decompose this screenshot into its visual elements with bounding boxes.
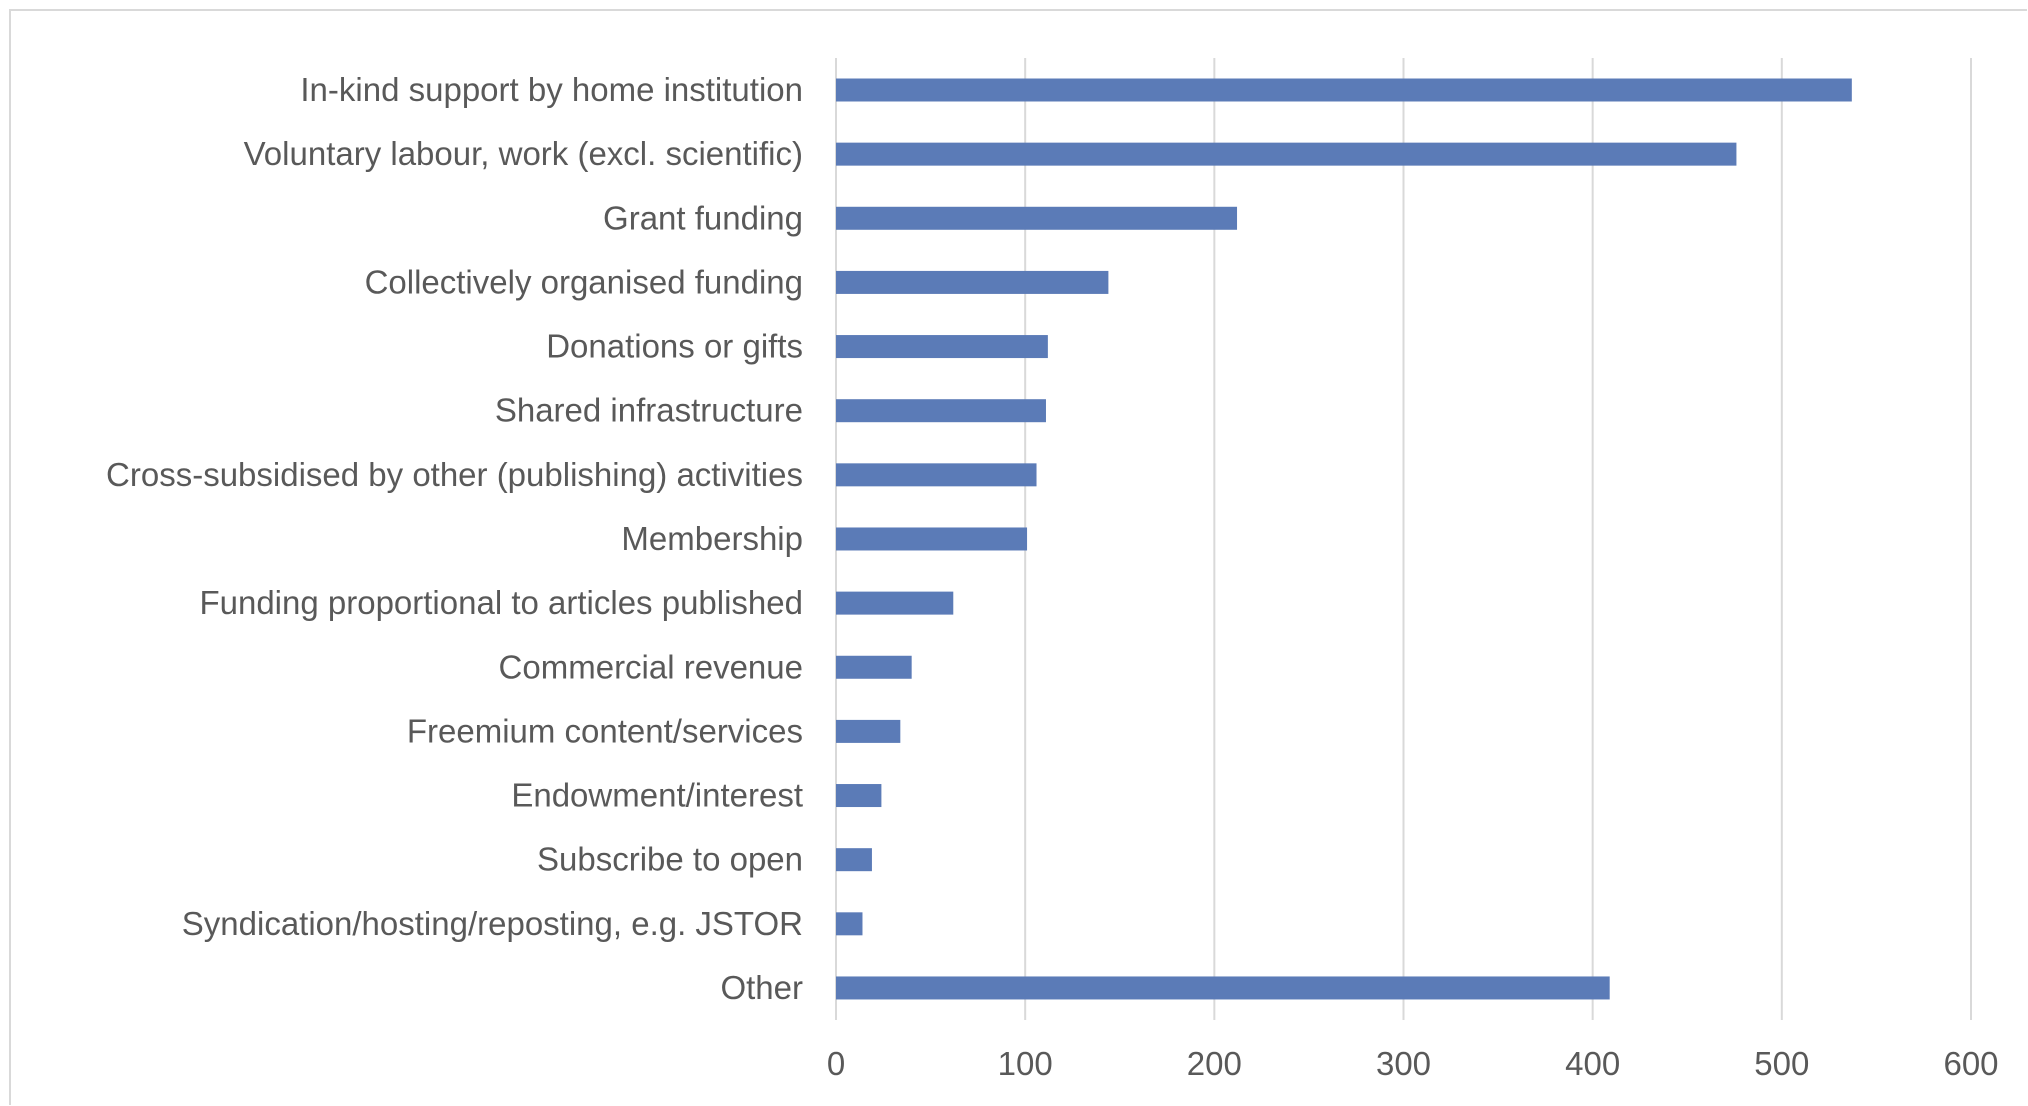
category-label: Endowment/interest (511, 777, 803, 814)
category-label: Donations or gifts (546, 328, 803, 365)
category-label: Voluntary labour, work (excl. scientific… (244, 135, 803, 172)
bar (836, 912, 863, 936)
bar (836, 784, 882, 808)
x-tick-label: 300 (1376, 1045, 1431, 1082)
x-tick-label: 500 (1754, 1045, 1809, 1082)
category-label: In-kind support by home institution (300, 71, 803, 108)
bar (836, 335, 1048, 359)
category-label: Freemium content/services (407, 712, 803, 749)
x-tick-label: 200 (1187, 1045, 1242, 1082)
bar (836, 848, 872, 872)
chart-frame (9, 9, 2027, 1105)
bars (836, 78, 1852, 1000)
bar (836, 270, 1109, 294)
x-tick-label: 0 (827, 1045, 845, 1082)
category-label: Cross-subsidised by other (publishing) a… (106, 456, 803, 493)
category-label: Membership (621, 520, 803, 557)
category-label: Collectively organised funding (365, 263, 803, 300)
bar (836, 527, 1028, 551)
bar (836, 206, 1238, 230)
category-label: Commercial revenue (499, 648, 803, 685)
category-labels: In-kind support by home institution Volun… (106, 71, 803, 1006)
bar (836, 463, 1037, 487)
x-tick-label: 400 (1565, 1045, 1620, 1082)
bar (836, 591, 954, 615)
category-label: Shared infrastructure (495, 392, 803, 429)
category-label: Subscribe to open (537, 841, 803, 878)
bar (836, 655, 912, 679)
x-tick-label: 600 (1943, 1045, 1998, 1082)
bar (836, 976, 1610, 1000)
category-label: Funding proportional to articles publish… (199, 584, 803, 621)
category-label: Syndication/hosting/reposting, e.g. JSTO… (182, 905, 803, 942)
x-tick-label: 100 (998, 1045, 1053, 1082)
bar (836, 719, 901, 743)
category-label: Grant funding (603, 199, 803, 236)
bar (836, 78, 1852, 102)
category-label: Other (720, 969, 803, 1006)
bar (836, 142, 1737, 166)
x-axis-tick-labels: 0 100 200 300 400 500 600 (827, 1045, 1999, 1082)
bar (836, 399, 1046, 423)
